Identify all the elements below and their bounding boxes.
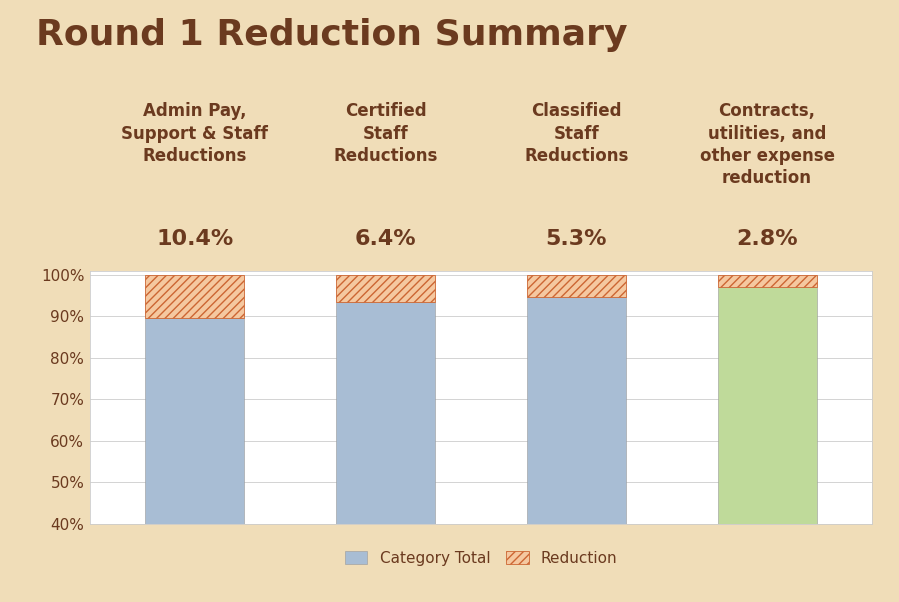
Text: Round 1 Reduction Summary: Round 1 Reduction Summary: [36, 18, 628, 52]
Bar: [527, 297, 626, 524]
Text: 10.4%: 10.4%: [156, 229, 234, 249]
Text: 6.4%: 6.4%: [355, 229, 416, 249]
Bar: [146, 318, 245, 524]
Text: 5.3%: 5.3%: [546, 229, 607, 249]
Text: Admin Pay,
Support & Staff
Reductions: Admin Pay, Support & Staff Reductions: [121, 102, 268, 165]
Text: 2.8%: 2.8%: [736, 229, 798, 249]
Text: Classified
Staff
Reductions: Classified Staff Reductions: [524, 102, 628, 165]
Legend: Category Total, Reduction: Category Total, Reduction: [338, 544, 624, 572]
Bar: [336, 302, 435, 524]
Bar: [717, 275, 816, 287]
Text: Contracts,
utilities, and
other expense
reduction: Contracts, utilities, and other expense …: [699, 102, 834, 187]
Text: Certified
Staff
Reductions: Certified Staff Reductions: [334, 102, 438, 165]
Bar: [146, 275, 245, 318]
Bar: [336, 275, 435, 302]
Bar: [717, 287, 816, 524]
Bar: [527, 275, 626, 297]
